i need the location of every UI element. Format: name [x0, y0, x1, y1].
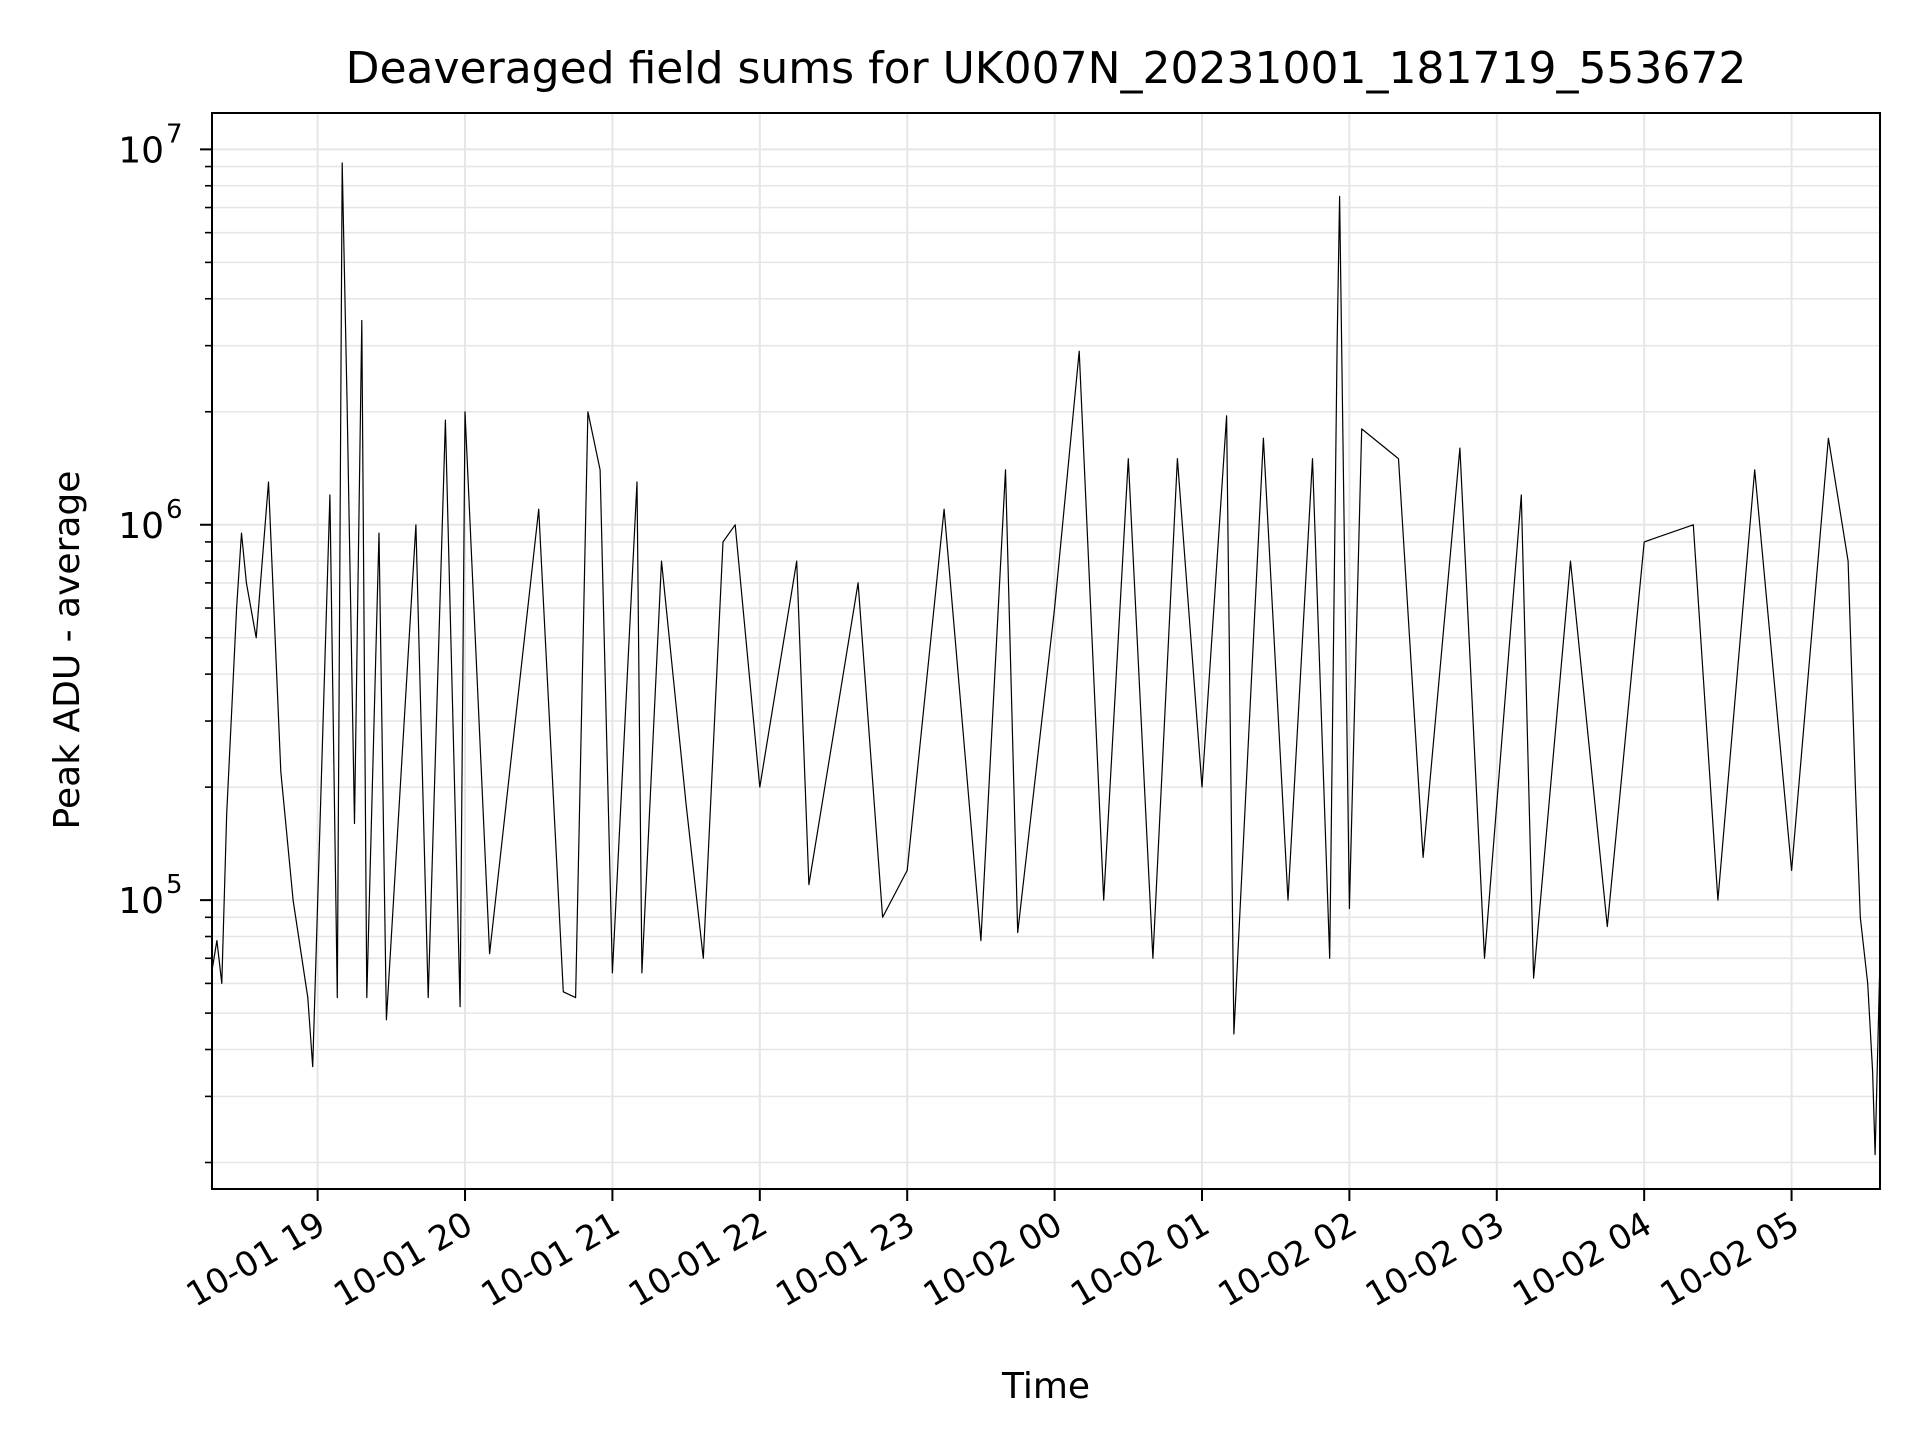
x-axis-label: Time	[1001, 1366, 1090, 1407]
y-tick-label: 10 6	[118, 495, 182, 547]
y-tick-exponent: 7	[166, 119, 183, 149]
y-tick-label: 10 5	[118, 870, 182, 922]
y-tick-base: 10	[118, 506, 164, 547]
y-tick-label: 10 7	[118, 119, 182, 171]
series-line	[211, 162, 1881, 1156]
y-tick-exponent: 6	[166, 495, 183, 525]
plot-frame	[211, 112, 1881, 1190]
y-tick-exponent: 5	[166, 870, 183, 900]
grid-lines	[212, 113, 1880, 1189]
y-tick-base: 10	[118, 881, 164, 922]
y-axis-label: Peak ADU - average	[47, 471, 88, 830]
chart-title: Deaveraged field sums for UK007N_2023100…	[346, 43, 1747, 94]
y-tick-base: 10	[118, 130, 164, 171]
